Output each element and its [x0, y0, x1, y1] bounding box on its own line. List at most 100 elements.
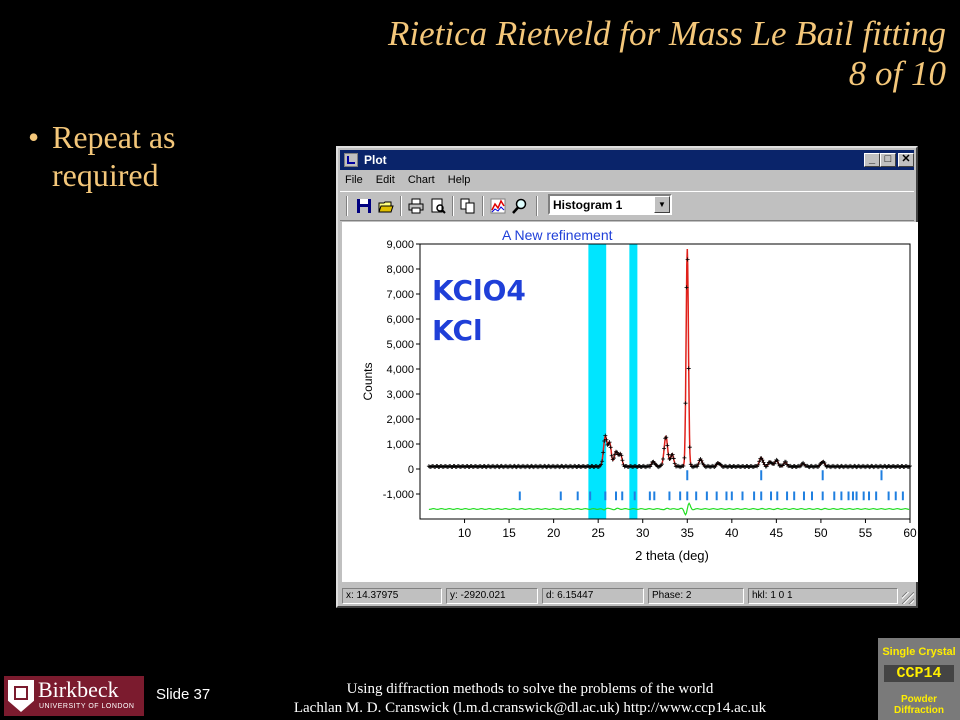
menu-chart[interactable]: Chart — [407, 174, 435, 186]
observed-point — [686, 366, 691, 371]
birkbeck-logo-sub: UNIVERSITY OF LONDON — [39, 703, 135, 710]
observed-point — [615, 450, 620, 455]
toolbar-separator — [482, 196, 484, 216]
difference-line — [428, 502, 910, 516]
bullet-text: Repeat as required — [52, 119, 176, 193]
observed-point — [601, 450, 606, 455]
x-tick-label: 25 — [592, 526, 606, 540]
menu-bar: File Edit Chart Help — [340, 172, 914, 190]
observed-point — [665, 443, 670, 448]
observed-point — [757, 459, 762, 464]
minimize-button[interactable]: _ — [864, 153, 880, 167]
observed-point — [764, 464, 769, 469]
y-tick-label: 3,000 — [386, 389, 414, 401]
close-button[interactable]: ✕ — [898, 153, 914, 167]
chevron-down-icon[interactable]: ▼ — [654, 196, 670, 213]
x-tick-label: 30 — [636, 526, 650, 540]
print-preview-icon[interactable] — [428, 196, 448, 216]
y-tick-label: 5,000 — [386, 339, 414, 351]
zoom-icon[interactable] — [510, 196, 530, 216]
footer: Using diffraction methods to solve the p… — [240, 680, 820, 718]
status-x: x: 14.37975 — [342, 588, 442, 604]
status-bar: x: 14.37975 y: -2920.021 d: 6.15447 Phas… — [342, 588, 912, 606]
observed-point — [666, 452, 671, 457]
excluded-region — [629, 244, 638, 519]
plot-window: Plot _ □ ✕ File Edit Chart Help — [336, 146, 918, 608]
y-tick-label: 7,000 — [386, 289, 414, 301]
observed-point — [607, 440, 612, 445]
observed-point — [760, 458, 765, 463]
x-tick-label: 55 — [859, 526, 873, 540]
toolbar-separator — [400, 196, 402, 216]
observed-point — [603, 433, 608, 438]
y-tick-label: -1,000 — [383, 489, 414, 501]
ccp14-logo-line1: Single Crystal — [882, 646, 956, 658]
y-axis-label: Counts — [361, 362, 375, 400]
observed-point — [783, 459, 788, 464]
x-tick-label: 45 — [770, 526, 784, 540]
menu-edit[interactable]: Edit — [375, 174, 395, 186]
observed-point — [695, 464, 700, 469]
ccp14-logo: Single Crystal CCP14 Powder Diffraction — [878, 638, 960, 720]
observed-point — [611, 456, 616, 461]
plot-app-icon — [344, 153, 358, 167]
copy-icon[interactable] — [458, 196, 478, 216]
observed-point — [683, 401, 688, 406]
slide-number: Slide 37 — [156, 686, 211, 703]
observed-point — [798, 463, 803, 468]
observed-points — [426, 257, 912, 470]
toolbar-separator — [536, 196, 538, 216]
observed-point — [599, 462, 604, 467]
slide-title-line1: Rietica Rietveld for Mass Le Bail fittin… — [388, 14, 946, 53]
chart-area[interactable]: A New refinement KClO4 KCl 2 theta (deg)… — [342, 222, 918, 582]
excluded-region — [588, 244, 607, 519]
y-tick-label: 0 — [408, 464, 414, 476]
observed-point — [648, 464, 653, 469]
window-titlebar[interactable]: Plot _ □ ✕ — [340, 150, 914, 170]
observed-point — [619, 453, 624, 458]
histogram-select[interactable]: Histogram 1 ▼ — [548, 194, 672, 215]
birkbeck-crest-icon — [8, 680, 34, 712]
chart-title: A New refinement — [502, 227, 613, 243]
ccp14-logo-line3: Powder Diffraction — [894, 694, 944, 716]
y-tick-label: 8,000 — [386, 264, 414, 276]
observed-point — [620, 458, 625, 463]
status-d: d: 6.15447 — [542, 588, 644, 604]
plot-frame — [419, 243, 911, 520]
y-tick-label: 4,000 — [386, 364, 414, 376]
save-icon[interactable] — [354, 196, 374, 216]
x-axis-label: 2 theta (deg) — [635, 548, 709, 563]
observed-point — [756, 462, 761, 467]
y-tick-label: 6,000 — [386, 314, 414, 326]
resize-grip[interactable] — [902, 592, 914, 604]
toolbar-separator — [452, 196, 454, 216]
observed-point — [662, 446, 667, 451]
y-tick-label: 1,000 — [386, 439, 414, 451]
menu-help[interactable]: Help — [447, 174, 471, 186]
observed-point — [687, 445, 692, 450]
observed-point — [684, 285, 689, 290]
observed-point — [670, 452, 675, 457]
birkbeck-logo: Birkbeck UNIVERSITY OF LONDON — [4, 676, 144, 716]
menu-file[interactable]: File — [345, 174, 363, 186]
x-tick-label: 60 — [903, 526, 917, 540]
observed-point — [609, 453, 614, 458]
observed-point — [672, 461, 677, 466]
x-tick-label: 10 — [458, 526, 472, 540]
bullet-dot-icon: • — [28, 119, 40, 155]
histogram-select-value: Histogram 1 — [553, 198, 623, 212]
observed-point — [696, 462, 701, 467]
observed-point — [671, 456, 676, 461]
birkbeck-logo-name: Birkbeck — [38, 677, 119, 702]
status-y: y: -2920.021 — [446, 588, 538, 604]
observed-point — [699, 458, 704, 463]
maximize-button[interactable]: □ — [880, 153, 896, 167]
footer-line2: Lachlan M. D. Cranswick (l.m.d.cranswick… — [293, 700, 767, 716]
x-tick-label: 35 — [681, 526, 695, 540]
open-icon[interactable] — [376, 196, 396, 216]
diffraction-chart[interactable]: A New refinement KClO4 KCl 2 theta (deg)… — [342, 222, 918, 582]
observed-point — [664, 435, 669, 440]
chart-icon[interactable] — [488, 196, 508, 216]
print-icon[interactable] — [406, 196, 426, 216]
observed-point — [608, 445, 613, 450]
